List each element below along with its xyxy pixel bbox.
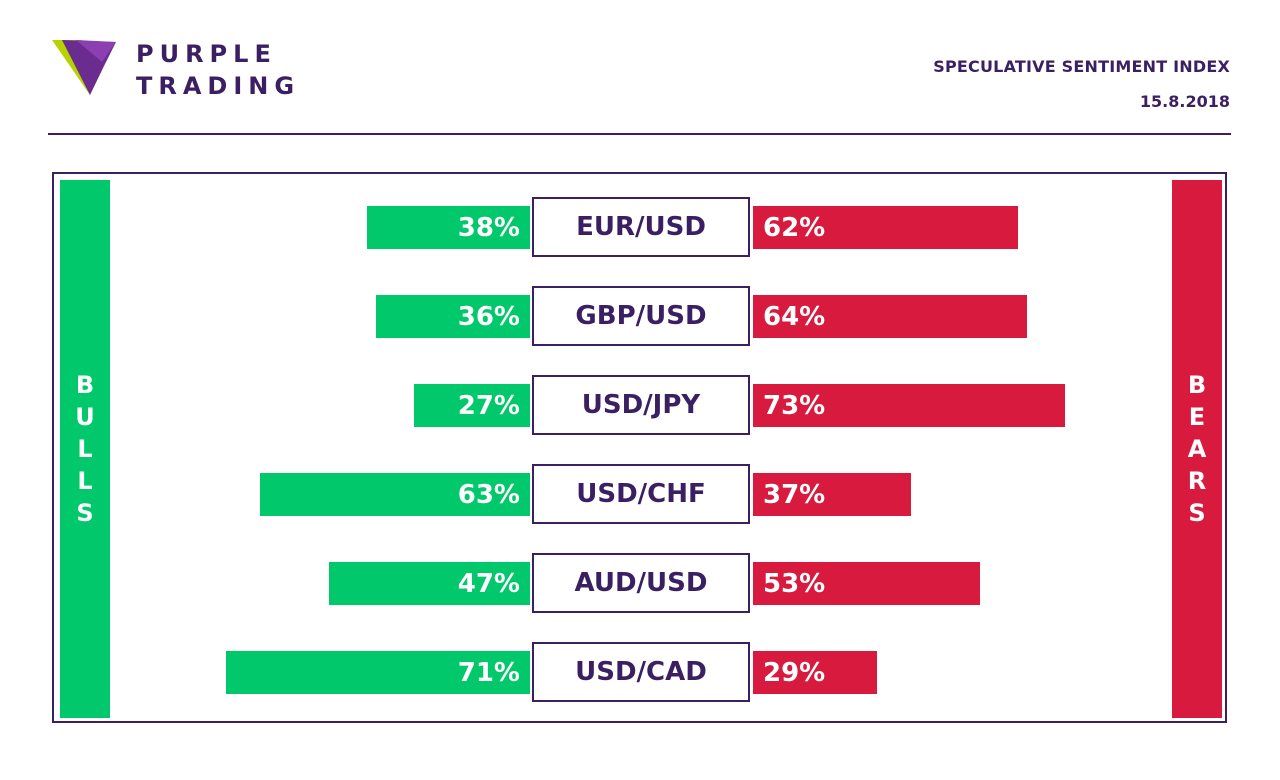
sentiment-row: 36% GBP/USD 64% — [0, 286, 1280, 346]
currency-pair-box: USD/JPY — [532, 375, 750, 435]
sentiment-row: 71% USD/CAD 29% — [0, 642, 1280, 702]
currency-pair-label: USD/CAD — [575, 657, 707, 687]
logo: PURPLE TRADING — [52, 40, 312, 102]
bull-bar: 38% — [367, 206, 530, 249]
bear-bar: 37% — [753, 473, 912, 516]
sentiment-row: 27% USD/JPY 73% — [0, 375, 1280, 435]
bear-bar: 53% — [753, 562, 980, 605]
bull-bar: 27% — [414, 384, 530, 427]
currency-pair-box: EUR/USD — [532, 197, 750, 257]
bull-bar: 47% — [328, 562, 530, 605]
currency-pair-box: USD/CAD — [532, 642, 750, 702]
brand-line-2: TRADING — [136, 72, 301, 100]
bear-value-label: 29% — [763, 657, 826, 688]
bear-bar: 29% — [753, 651, 878, 694]
bulls-label: BULLS — [75, 371, 95, 527]
bear-value-label: 73% — [763, 390, 826, 421]
currency-pair-box: GBP/USD — [532, 286, 750, 346]
bear-value-label: 37% — [763, 479, 826, 510]
bear-value-label: 64% — [763, 301, 826, 332]
sentiment-row: 38% EUR/USD 62% — [0, 197, 1280, 257]
bear-value-label: 62% — [763, 212, 826, 243]
bull-value-label: 27% — [457, 390, 520, 421]
report-date: 15.8.2018 — [1139, 92, 1230, 111]
bull-value-label: 36% — [457, 301, 520, 332]
chart-frame — [52, 172, 1227, 723]
bear-bar: 64% — [753, 295, 1027, 338]
currency-pair-label: EUR/USD — [576, 212, 706, 242]
bull-value-label: 38% — [457, 212, 520, 243]
currency-pair-label: USD/CHF — [576, 479, 706, 509]
currency-pair-box: AUD/USD — [532, 553, 750, 613]
bears-side-bar: BEARS — [1172, 180, 1222, 718]
bull-bar: 36% — [375, 295, 530, 338]
bull-value-label: 63% — [457, 479, 520, 510]
bear-bar: 73% — [753, 384, 1066, 427]
currency-pair-label: USD/JPY — [581, 390, 701, 420]
bull-value-label: 47% — [457, 568, 520, 599]
currency-pair-label: AUD/USD — [574, 568, 708, 598]
header-divider — [48, 133, 1231, 135]
currency-pair-label: GBP/USD — [575, 301, 707, 331]
bears-label: BEARS — [1187, 371, 1207, 527]
bull-value-label: 71% — [457, 657, 520, 688]
sentiment-row: 47% AUD/USD 53% — [0, 553, 1280, 613]
brand-line-1: PURPLE — [136, 40, 277, 68]
bear-value-label: 53% — [763, 568, 826, 599]
bull-bar: 71% — [226, 651, 530, 694]
currency-pair-box: USD/CHF — [532, 464, 750, 524]
logo-mark-icon — [52, 40, 116, 95]
sentiment-row: 63% USD/CHF 37% — [0, 464, 1280, 524]
bull-bar: 63% — [260, 473, 530, 516]
bulls-side-bar: BULLS — [60, 180, 110, 718]
bear-bar: 62% — [753, 206, 1019, 249]
report-title: SPECULATIVE SENTIMENT INDEX — [933, 57, 1230, 76]
